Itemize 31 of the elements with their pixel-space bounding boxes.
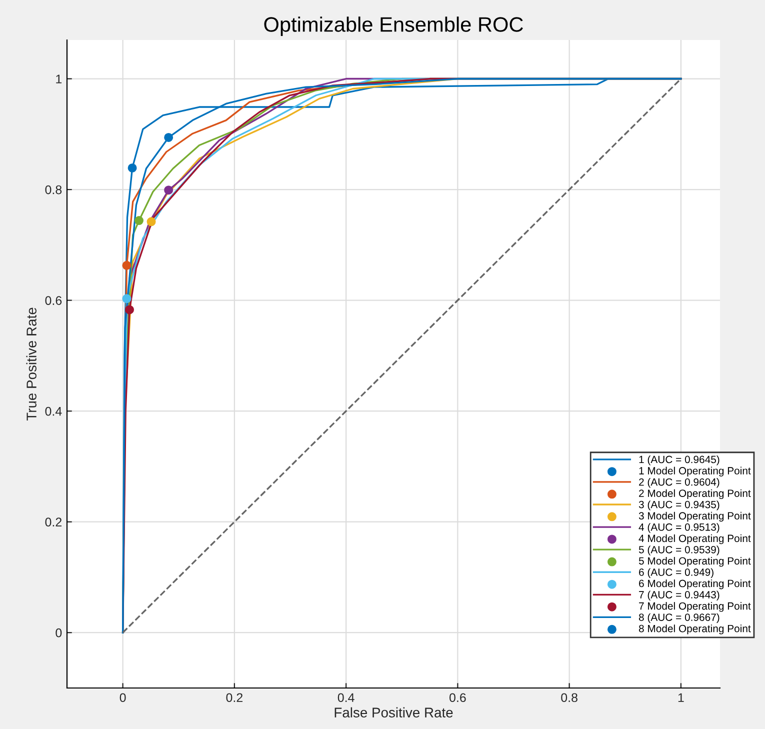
legend-label: 3 Model Operating Point: [638, 512, 751, 522]
x-tick-label: 0.4: [338, 693, 354, 702]
y-tick-label: 0.8: [45, 185, 62, 194]
legend-label: 7 Model Operating Point: [639, 602, 751, 612]
x-tick-label: 0.6: [449, 693, 466, 702]
legend-label: 6 (AUC = 0.949): [639, 568, 714, 578]
legend-label: 4 Model Operating Point: [638, 534, 751, 544]
legend-label: 7 (AUC = 0.9443): [639, 590, 720, 600]
x-tick-label: 0: [120, 693, 126, 702]
legend-label: 3 (AUC = 0.9435): [638, 500, 720, 510]
legend-label: 2 Model Operating Point: [639, 489, 751, 500]
x-tick-label: 0.8: [561, 693, 578, 702]
y-tick-label: 0.6: [45, 296, 62, 305]
legend-label: 4 (AUC = 0.9513): [638, 523, 720, 533]
y-tick-label: 0.4: [45, 406, 62, 416]
legend-label: 8 (AUC = 0.9667): [638, 613, 720, 624]
x-tick-label: 0.2: [226, 693, 242, 702]
legend-label: 6 Model Operating Point: [639, 580, 751, 590]
legend-label: 8 Model Operating Point: [638, 624, 751, 634]
legend-label: 1 (AUC = 0.9645): [639, 456, 720, 466]
legend-label: 1 Model Operating Point: [639, 466, 751, 476]
legend-label: 5 (AUC = 0.9539): [638, 546, 720, 556]
legend-label: 5 Model Operating Point: [638, 556, 751, 567]
y-tick-label: 0: [56, 628, 62, 638]
x-axis-title: False Positive Rate: [334, 707, 453, 718]
y-tick-label: 1: [56, 74, 62, 84]
legend-label: 2 (AUC = 0.9604): [639, 478, 720, 488]
y-axis-title: True Positive Rate: [26, 308, 36, 421]
x-tick-label: 1: [678, 693, 684, 702]
y-tick-label: 0.2: [45, 518, 62, 526]
chart-title: Optimizable Ensemble ROC: [264, 16, 523, 36]
